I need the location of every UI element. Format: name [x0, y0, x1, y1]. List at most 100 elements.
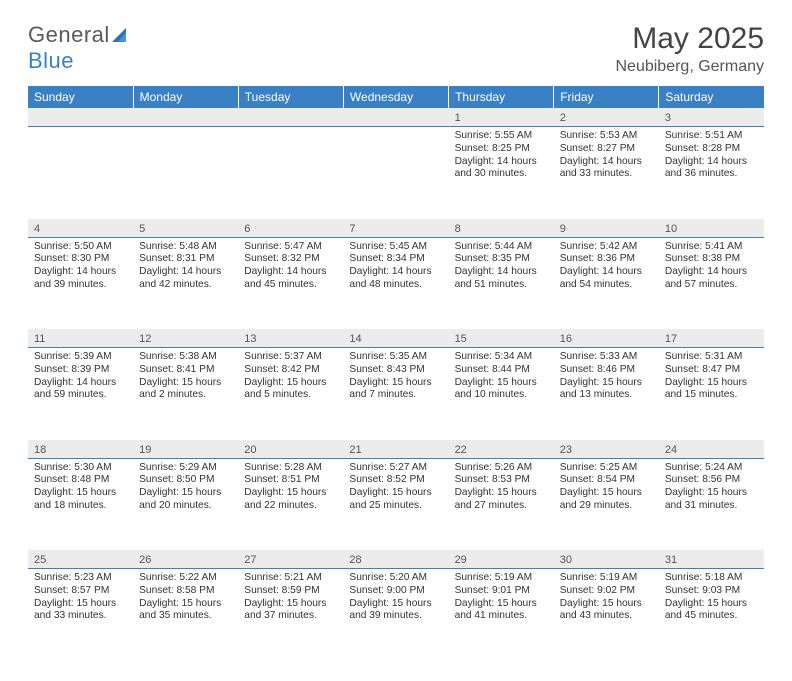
day-number: 24: [665, 444, 677, 456]
sunrise-text: Sunrise: 5:19 AM: [455, 572, 548, 585]
daylight-text: Daylight: 15 hours: [665, 598, 758, 611]
calendar-cell: Sunrise: 5:30 AMSunset: 8:48 PMDaylight:…: [28, 458, 133, 550]
calendar-cell: [28, 127, 133, 219]
daynum-cell: 10: [659, 219, 764, 238]
day-number: 22: [455, 444, 467, 456]
day-number: 15: [455, 333, 467, 345]
daylight-text: and 27 minutes.: [455, 500, 548, 513]
day-number: 16: [560, 333, 572, 345]
sunrise-text: Sunrise: 5:48 AM: [139, 241, 232, 254]
day-number: 23: [560, 444, 572, 456]
sunset-text: Sunset: 8:44 PM: [455, 364, 548, 377]
weekday-header: Saturday: [659, 86, 764, 108]
calendar-cell: Sunrise: 5:19 AMSunset: 9:02 PMDaylight:…: [554, 569, 659, 661]
sunrise-text: Sunrise: 5:30 AM: [34, 462, 127, 475]
page-title: May 2025: [615, 22, 764, 56]
daylight-text: Daylight: 14 hours: [665, 266, 758, 279]
daynum-cell: 17: [659, 329, 764, 348]
daynum-cell: 5: [133, 219, 238, 238]
day-number: 7: [349, 223, 355, 235]
daynum-row: 1 2 3: [28, 108, 764, 127]
calendar-week: Sunrise: 5:55 AMSunset: 8:25 PMDaylight:…: [28, 127, 764, 219]
daylight-text: Daylight: 15 hours: [244, 598, 337, 611]
daynum-cell: 15: [449, 329, 554, 348]
daynum-cell: 3: [659, 108, 764, 127]
calendar-cell: Sunrise: 5:22 AMSunset: 8:58 PMDaylight:…: [133, 569, 238, 661]
daylight-text: and 10 minutes.: [455, 389, 548, 402]
daylight-text: and 39 minutes.: [34, 279, 127, 292]
sunset-text: Sunset: 8:38 PM: [665, 253, 758, 266]
sunset-text: Sunset: 9:00 PM: [349, 585, 442, 598]
daynum-cell: 30: [554, 550, 659, 569]
daylight-text: Daylight: 15 hours: [665, 377, 758, 390]
day-number: 1: [455, 112, 461, 124]
cell-body: Sunrise: 5:20 AMSunset: 9:00 PMDaylight:…: [343, 569, 448, 627]
page-subtitle: Neubiberg, Germany: [615, 58, 764, 76]
calendar-week: Sunrise: 5:30 AMSunset: 8:48 PMDaylight:…: [28, 458, 764, 550]
daynum-cell: 29: [449, 550, 554, 569]
sunset-text: Sunset: 9:01 PM: [455, 585, 548, 598]
calendar-cell: [133, 127, 238, 219]
cell-body: Sunrise: 5:21 AMSunset: 8:59 PMDaylight:…: [238, 569, 343, 627]
sunset-text: Sunset: 9:02 PM: [560, 585, 653, 598]
sunrise-text: Sunrise: 5:55 AM: [455, 130, 548, 143]
calendar-cell: Sunrise: 5:48 AMSunset: 8:31 PMDaylight:…: [133, 237, 238, 329]
sunset-text: Sunset: 8:50 PM: [139, 474, 232, 487]
sunrise-text: Sunrise: 5:33 AM: [560, 351, 653, 364]
daynum-cell: 18: [28, 440, 133, 459]
daynum-cell: 1: [449, 108, 554, 127]
daylight-text: Daylight: 14 hours: [560, 266, 653, 279]
sunset-text: Sunset: 8:32 PM: [244, 253, 337, 266]
daylight-text: Daylight: 15 hours: [34, 487, 127, 500]
cell-body: Sunrise: 5:30 AMSunset: 8:48 PMDaylight:…: [28, 459, 133, 517]
daylight-text: Daylight: 15 hours: [455, 598, 548, 611]
daylight-text: Daylight: 15 hours: [244, 487, 337, 500]
calendar-cell: Sunrise: 5:53 AMSunset: 8:27 PMDaylight:…: [554, 127, 659, 219]
daynum-row: 25262728293031: [28, 550, 764, 569]
header: General Blue May 2025 Neubiberg, Germany: [28, 22, 764, 76]
sunrise-text: Sunrise: 5:42 AM: [560, 241, 653, 254]
daylight-text: Daylight: 15 hours: [560, 377, 653, 390]
title-block: May 2025 Neubiberg, Germany: [615, 22, 764, 76]
daylight-text: Daylight: 15 hours: [139, 377, 232, 390]
calendar-cell: Sunrise: 5:29 AMSunset: 8:50 PMDaylight:…: [133, 458, 238, 550]
calendar-cell: Sunrise: 5:34 AMSunset: 8:44 PMDaylight:…: [449, 348, 554, 440]
calendar-cell: Sunrise: 5:37 AMSunset: 8:42 PMDaylight:…: [238, 348, 343, 440]
daylight-text: and 31 minutes.: [665, 500, 758, 513]
day-number: 2: [560, 112, 566, 124]
calendar-cell: Sunrise: 5:44 AMSunset: 8:35 PMDaylight:…: [449, 237, 554, 329]
calendar-cell: Sunrise: 5:33 AMSunset: 8:46 PMDaylight:…: [554, 348, 659, 440]
calendar-cell: Sunrise: 5:20 AMSunset: 9:00 PMDaylight:…: [343, 569, 448, 661]
calendar-cell: Sunrise: 5:50 AMSunset: 8:30 PMDaylight:…: [28, 237, 133, 329]
daynum-cell: 6: [238, 219, 343, 238]
sunrise-text: Sunrise: 5:27 AM: [349, 462, 442, 475]
daylight-text: Daylight: 14 hours: [349, 266, 442, 279]
daylight-text: Daylight: 14 hours: [34, 377, 127, 390]
sunrise-text: Sunrise: 5:34 AM: [455, 351, 548, 364]
daynum-cell: 19: [133, 440, 238, 459]
sunrise-text: Sunrise: 5:28 AM: [244, 462, 337, 475]
sunrise-text: Sunrise: 5:35 AM: [349, 351, 442, 364]
sunrise-text: Sunrise: 5:24 AM: [665, 462, 758, 475]
daylight-text: Daylight: 15 hours: [349, 598, 442, 611]
cell-body: Sunrise: 5:50 AMSunset: 8:30 PMDaylight:…: [28, 238, 133, 296]
daylight-text: and 45 minutes.: [665, 610, 758, 623]
cell-body: Sunrise: 5:34 AMSunset: 8:44 PMDaylight:…: [449, 348, 554, 406]
cell-body: Sunrise: 5:27 AMSunset: 8:52 PMDaylight:…: [343, 459, 448, 517]
day-number: 13: [244, 333, 256, 345]
sunrise-text: Sunrise: 5:31 AM: [665, 351, 758, 364]
daynum-cell: 14: [343, 329, 448, 348]
daylight-text: and 35 minutes.: [139, 610, 232, 623]
day-number: 26: [139, 554, 151, 566]
daylight-text: Daylight: 14 hours: [455, 266, 548, 279]
daylight-text: and 29 minutes.: [560, 500, 653, 513]
daylight-text: and 39 minutes.: [349, 610, 442, 623]
daylight-text: and 22 minutes.: [244, 500, 337, 513]
day-number: 9: [560, 223, 566, 235]
cell-body: Sunrise: 5:22 AMSunset: 8:58 PMDaylight:…: [133, 569, 238, 627]
daylight-text: and 36 minutes.: [665, 168, 758, 181]
calendar-head: SundayMondayTuesdayWednesdayThursdayFrid…: [28, 86, 764, 108]
logo-word1: General: [28, 22, 110, 47]
sunrise-text: Sunrise: 5:51 AM: [665, 130, 758, 143]
day-number: 27: [244, 554, 256, 566]
